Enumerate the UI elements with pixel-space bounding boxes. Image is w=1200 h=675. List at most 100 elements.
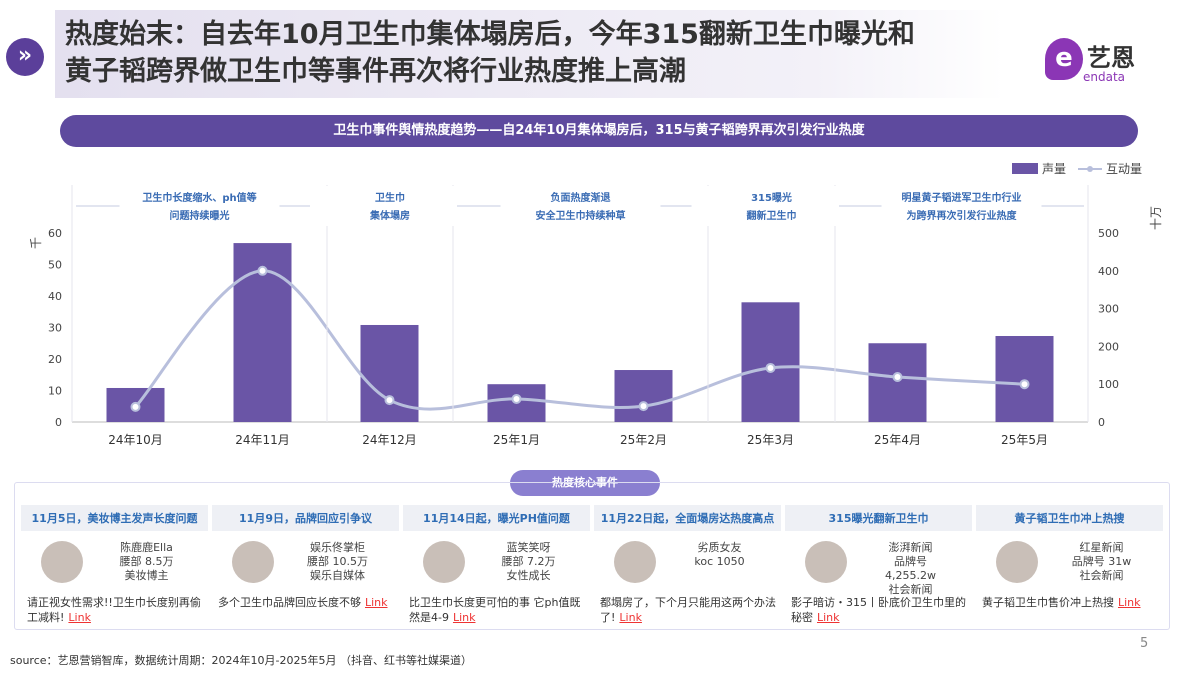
- event-desc-text: 多个卫生巾品牌回应长度不够: [218, 596, 361, 609]
- y-right-tick: 100: [1098, 378, 1119, 391]
- phase-label: 问题持续曝光: [170, 209, 230, 222]
- x-tick-label: 25年5月: [1001, 433, 1048, 447]
- account-info-line: 娱乐自媒体: [310, 569, 365, 582]
- x-tick-label: 25年2月: [620, 433, 667, 447]
- account-info-line: koc 1050: [694, 555, 745, 568]
- y-right-tick: 500: [1098, 227, 1119, 240]
- event-link[interactable]: Link: [68, 611, 91, 624]
- event-cards: 11月5日，美妆博主发声长度问题 陈鹿鹿Ella 腰部 8.5万 美妆博主 请正视女…: [14, 482, 1170, 630]
- x-tick-label: 25年4月: [874, 433, 921, 447]
- y-left-tick: 0: [55, 416, 62, 429]
- source-note: source：艺恩营销智库，数据统计周期：2024年10月-2025年5月 （抖…: [10, 654, 472, 667]
- event-link[interactable]: Link: [452, 611, 476, 624]
- event-link[interactable]: Link: [619, 611, 642, 624]
- line-point: [892, 372, 903, 383]
- account-info-line: 澎湃新闻: [888, 541, 933, 554]
- y-right-label: 十万: [1149, 206, 1163, 230]
- phase-label: 集体塌房: [369, 209, 410, 222]
- y-left-tick: 60: [48, 227, 62, 240]
- account-avatar: [232, 541, 274, 583]
- title-line-2: 黄子韬跨界做卫生巾等事件再次将行业热度推上高潮: [65, 56, 686, 87]
- account-info-line: 腰部 7.2万: [501, 555, 556, 568]
- x-tick-label: 24年12月: [362, 433, 417, 447]
- event-desc-text: 比卫生巾长度更可怕的事 它ph值既然是4-9: [409, 596, 581, 624]
- phase-label: 翻新卫生巾: [747, 209, 797, 222]
- page-title: 热度始末：自去年10月卫生巾集体塌房后，今年315翻新卫生巾曝光和 黄子韬跨界做卫…: [65, 16, 915, 90]
- account-info-line: 腰部 10.5万: [307, 555, 368, 568]
- bar: [614, 370, 673, 422]
- x-tick-label: 24年11月: [235, 433, 290, 447]
- legend-bar-label: 声量: [1042, 162, 1066, 176]
- account-info: 澎湃新闻 品牌号 4,255.2w 社会新闻: [855, 541, 966, 597]
- y-left-label: 千: [29, 237, 43, 249]
- line-point: [638, 401, 649, 412]
- account-info-line: 社会新闻: [1079, 569, 1124, 582]
- x-tick-label: 24年10月: [108, 433, 163, 447]
- line-point: [1019, 379, 1030, 390]
- account-info-line: 美妆博主: [124, 569, 169, 582]
- account-avatar: [805, 541, 847, 583]
- bar: [741, 302, 800, 422]
- account-info-line: 品牌号 31w: [1071, 555, 1132, 568]
- phase-label: 负面热度渐退: [551, 191, 611, 204]
- account-info: 劣质女友 koc 1050: [664, 541, 775, 569]
- event-description: 黄子韬卫生巾售价冲上热搜 Link: [982, 595, 1159, 610]
- account-info-line: 腰部 8.5万: [119, 555, 174, 568]
- event-heading: 11月22日起，全面塌房达热度高点: [594, 505, 781, 531]
- y-left-tick: 40: [48, 290, 62, 303]
- event-card: 11月5日，美妆博主发声长度问题 陈鹿鹿Ella 腰部 8.5万 美妆博主 请正视女…: [21, 505, 208, 625]
- account-avatar: [41, 541, 83, 583]
- line-point: [130, 401, 141, 412]
- event-description: 多个卫生巾品牌回应长度不够 Link: [218, 595, 395, 610]
- y-left-tick: 30: [48, 322, 62, 335]
- account-info-line: 劣质女友: [697, 541, 742, 554]
- account-info: 娱乐佟掌柜 腰部 10.5万 娱乐自媒体: [282, 541, 393, 583]
- event-description: 影子暗访・315丨卧底价卫生巾里的秘密 Link: [791, 595, 968, 625]
- chart: 0 10 20 30 40 50 60 0 100 200 300 400 500 千 十万 24年10月 24…: [29, 162, 1163, 447]
- phase-label: 为跨界再次引发行业热度: [907, 209, 1018, 222]
- phase-label: 315曝光: [751, 191, 792, 204]
- event-description: 比卫生巾长度更可怕的事 它ph值既然是4-9 Link: [409, 595, 586, 625]
- phase-label: 卫生巾: [375, 191, 405, 204]
- event-desc-text: 影子暗访・315丨卧底价卫生巾里的秘密: [791, 596, 966, 624]
- header-band: [55, 10, 1005, 98]
- y-left-tick: 10: [48, 385, 62, 398]
- line-point: [765, 362, 776, 373]
- chart-banner: 卫生巾事件舆情热度趋势——自24年10月集体塌房后，315与黄子韬跨界再次引发行…: [60, 115, 1138, 147]
- y-right-tick: 400: [1098, 265, 1119, 278]
- double-chevron-right-icon: »: [6, 38, 44, 76]
- event-link[interactable]: Link: [365, 596, 388, 609]
- event-card: 315曝光翻新卫生巾 澎湃新闻 品牌号 4,255.2w 社会新闻 影子暗访・315丨…: [785, 505, 972, 625]
- account-info-line: 红星新闻: [1079, 541, 1124, 554]
- event-link[interactable]: Link: [1118, 596, 1141, 609]
- account-info-line: 蓝笑笑呀: [506, 541, 551, 554]
- account-info: 红星新闻 品牌号 31w 社会新闻: [1046, 541, 1157, 583]
- endata-logo: e 艺恩 endata: [1045, 38, 1165, 88]
- event-heading: 11月9日，品牌回应引争议: [212, 505, 399, 531]
- y-left-tick: 20: [48, 353, 62, 366]
- event-heading: 315曝光翻新卫生巾: [785, 505, 972, 531]
- title-line-1: 热度始末：自去年10月卫生巾集体塌房后，今年315翻新卫生巾曝光和: [65, 19, 915, 50]
- event-heading: 黄子韬卫生巾冲上热搜: [976, 505, 1163, 531]
- account-info-line: 女性成长: [506, 569, 551, 582]
- event-desc-text: 黄子韬卫生巾售价冲上热搜: [982, 596, 1114, 609]
- line-point: [257, 265, 268, 276]
- account-info-line: 社会新闻: [888, 583, 933, 596]
- x-tick-label: 25年1月: [493, 433, 540, 447]
- y-right-tick: 300: [1098, 303, 1119, 316]
- y-right-tick: 0: [1098, 416, 1105, 429]
- event-card: 11月22日起，全面塌房达热度高点 劣质女友 koc 1050 都塌房了，下个月只…: [594, 505, 781, 625]
- event-card: 11月9日，品牌回应引争议 娱乐佟掌柜 腰部 10.5万 娱乐自媒体 多个卫生巾品牌…: [212, 505, 399, 625]
- account-avatar: [614, 541, 656, 583]
- account-info-line: 娱乐佟掌柜: [310, 541, 365, 554]
- legend-line-label: 互动量: [1106, 162, 1142, 176]
- bar: [868, 343, 927, 422]
- page-number: 5: [1140, 636, 1149, 651]
- phase-label: 明星黄子韬进军卫生巾行业: [902, 191, 1022, 204]
- legend-bar-swatch: [1012, 163, 1038, 174]
- event-description: 都塌房了，下个月只能用这两个办法了! Link: [600, 595, 777, 625]
- account-info-line: 陈鹿鹿Ella: [120, 541, 173, 554]
- event-link[interactable]: Link: [817, 611, 840, 624]
- event-heading: 11月14日起，曝光PH值问题: [403, 505, 590, 531]
- event-card: 11月14日起，曝光PH值问题 蓝笑笑呀 腰部 7.2万 女性成长 比卫生巾长度更可…: [403, 505, 590, 625]
